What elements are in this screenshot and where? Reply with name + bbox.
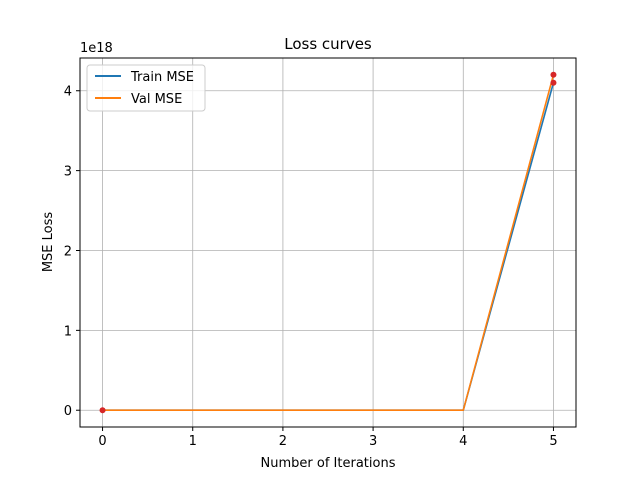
- y-axis-offset-label: 1e18: [80, 41, 113, 56]
- y-tick-label: 1: [64, 324, 72, 339]
- chart-title: Loss curves: [284, 35, 372, 53]
- x-tick-label: 5: [549, 434, 557, 449]
- legend: Train MSE Val MSE: [86, 64, 206, 112]
- x-axis-label: Number of Iterations: [261, 456, 396, 471]
- data-marker: [550, 71, 557, 78]
- series-lines: [102, 74, 555, 412]
- y-tick-label: 2: [64, 244, 72, 259]
- x-tick-label: 0: [98, 434, 106, 449]
- y-axis-label: MSE Loss: [41, 212, 56, 273]
- legend-label-train: Train MSE: [130, 70, 194, 85]
- x-tick-label: 4: [459, 434, 467, 449]
- data-marker: [99, 407, 106, 414]
- y-tick-label: 4: [64, 85, 72, 100]
- series-line-1: [102, 74, 555, 412]
- axes-frame: [79, 57, 577, 428]
- legend-label-val: Val MSE: [131, 92, 182, 107]
- y-axis-ticks: 0 1 2 3 4: [64, 85, 80, 419]
- y-tick-label: 3: [64, 165, 72, 180]
- data-marker: [550, 79, 557, 86]
- x-tick-label: 3: [369, 434, 377, 449]
- data-markers: [99, 71, 557, 414]
- y-tick-label: 0: [64, 404, 72, 419]
- grid-lines: [80, 58, 576, 427]
- x-tick-label: 1: [189, 434, 197, 449]
- x-axis-ticks: 0 1 2 3 4 5: [98, 427, 558, 449]
- x-tick-label: 2: [279, 434, 287, 449]
